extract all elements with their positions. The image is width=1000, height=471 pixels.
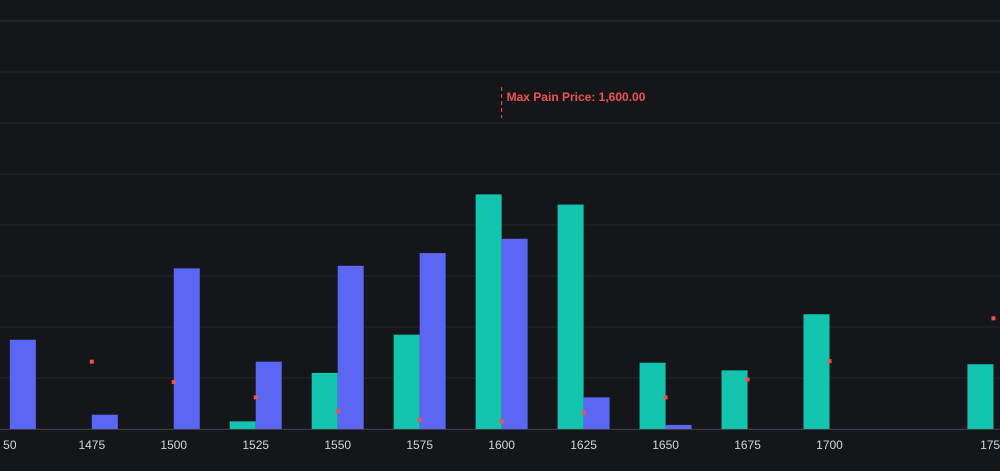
bar-series-1-1675[interactable] bbox=[721, 370, 748, 429]
x-tick-label: 1600 bbox=[488, 438, 515, 452]
scatter-point-1600[interactable] bbox=[499, 419, 504, 424]
bar-series-2-1575[interactable] bbox=[419, 253, 446, 429]
x-tick-label: 50 bbox=[3, 438, 17, 452]
bar-series-2-1625[interactable] bbox=[583, 397, 610, 429]
bar-series-1-1525[interactable] bbox=[229, 421, 256, 429]
x-tick-label: 1550 bbox=[324, 438, 351, 452]
scatter-point-1525[interactable] bbox=[253, 395, 258, 400]
x-tick-label: 1650 bbox=[652, 438, 679, 452]
scatter-point-1750[interactable] bbox=[991, 316, 996, 321]
max-pain-label: Max Pain Price: 1,600.00 bbox=[507, 90, 646, 104]
scatter-point-1575[interactable] bbox=[417, 417, 422, 422]
x-tick-label: 1700 bbox=[816, 438, 843, 452]
scatter-point-1500[interactable] bbox=[171, 380, 176, 385]
x-tick-label: 1750 bbox=[980, 438, 1000, 452]
x-tick-label: 1475 bbox=[78, 438, 105, 452]
scatter-point-1475[interactable] bbox=[89, 359, 94, 364]
bar-series-2-1450[interactable] bbox=[9, 339, 36, 429]
x-tick-label: 1625 bbox=[570, 438, 597, 452]
bar-series-1-1650[interactable] bbox=[639, 362, 666, 429]
bar-series-1-1625[interactable] bbox=[557, 204, 584, 429]
x-tick-label: 1525 bbox=[242, 438, 269, 452]
bar-series-1-1550[interactable] bbox=[311, 372, 338, 429]
scatter-point-1625[interactable] bbox=[581, 410, 586, 415]
bar-series-2-1475[interactable] bbox=[91, 414, 118, 429]
scatter-point-1700[interactable] bbox=[827, 359, 832, 364]
scatter-point-1550[interactable] bbox=[335, 409, 340, 414]
bar-series-2-1550[interactable] bbox=[337, 265, 364, 429]
bar-series-1-1600[interactable] bbox=[475, 194, 502, 429]
scatter-point-1650[interactable] bbox=[663, 395, 668, 400]
bar-series-1-1700[interactable] bbox=[803, 314, 830, 429]
x-tick-label: 1500 bbox=[160, 438, 187, 452]
bar-series-2-1600[interactable] bbox=[501, 238, 528, 429]
bar-series-1-1750[interactable] bbox=[967, 364, 994, 429]
scatter-point-1675[interactable] bbox=[745, 377, 750, 382]
bar-series-2-1650[interactable] bbox=[665, 424, 692, 429]
x-tick-label: 1675 bbox=[734, 438, 761, 452]
bar-series-2-1500[interactable] bbox=[173, 268, 200, 429]
bar-series-2-1525[interactable] bbox=[255, 361, 282, 429]
bar-series-1-1575[interactable] bbox=[393, 334, 420, 429]
x-tick-label: 1575 bbox=[406, 438, 433, 452]
